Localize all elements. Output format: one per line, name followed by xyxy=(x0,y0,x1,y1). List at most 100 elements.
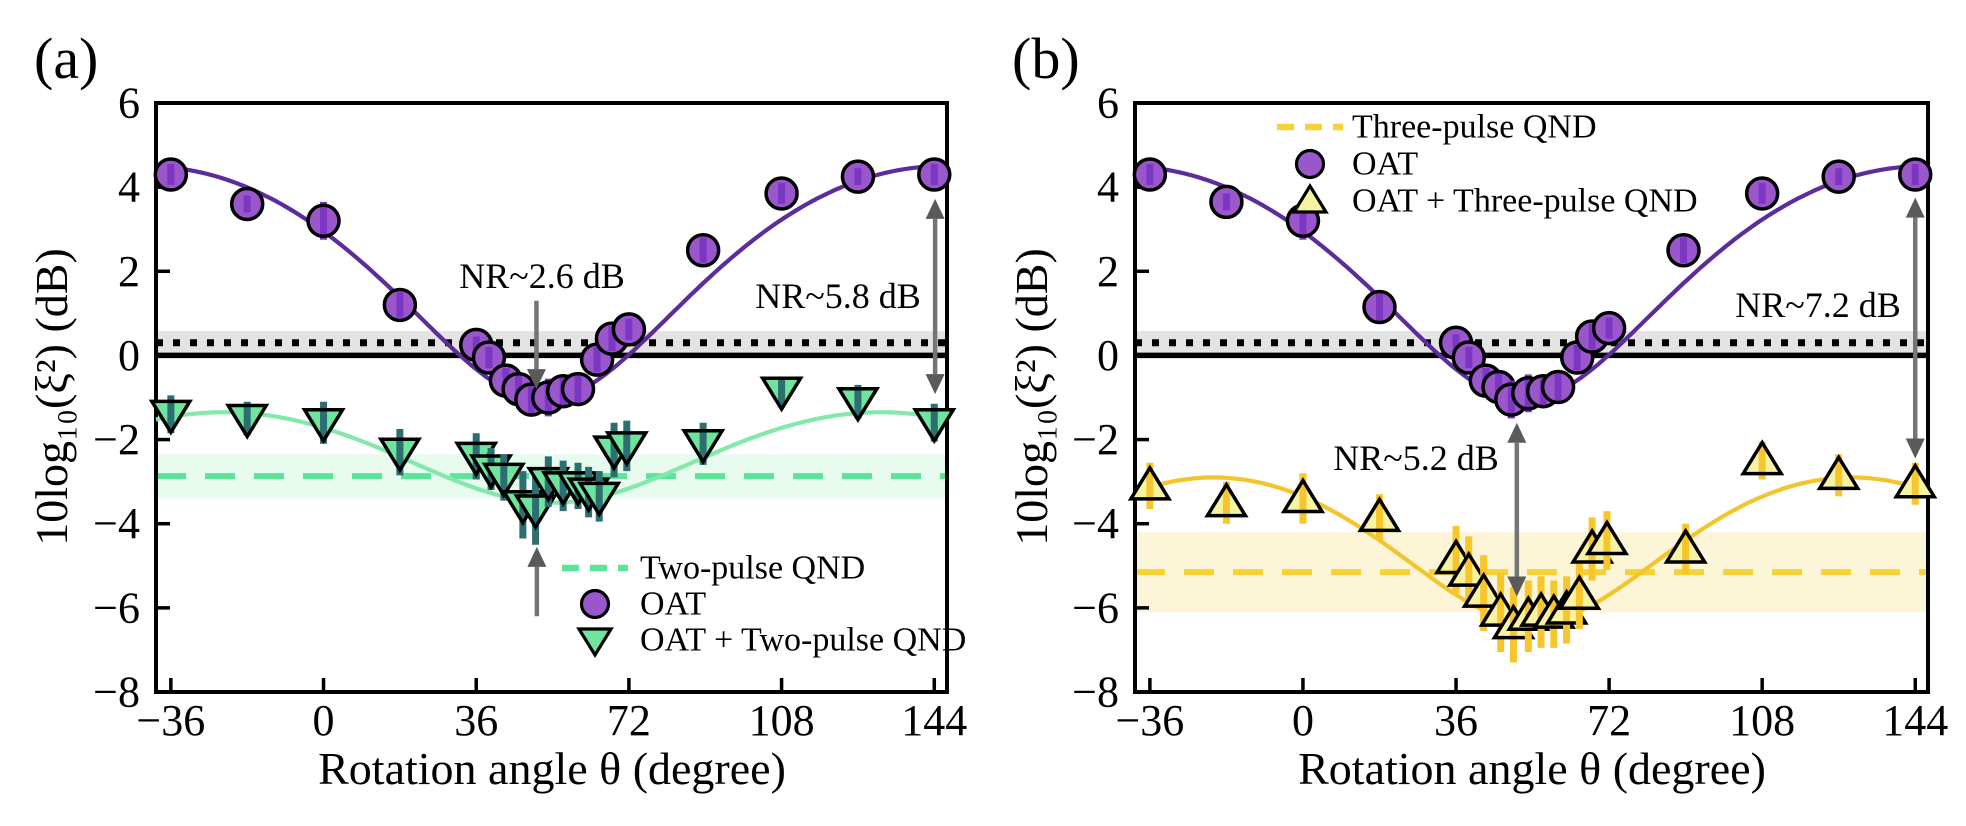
x-tick-label: −36 xyxy=(136,696,205,745)
marker-outline xyxy=(604,431,649,468)
legend-label: OAT xyxy=(1352,146,1418,183)
legend-label: OAT + Three-pulse QND xyxy=(1352,183,1698,220)
marker-outline xyxy=(1362,289,1397,325)
axes-frame xyxy=(1133,101,1930,694)
arrow-head xyxy=(1507,576,1527,597)
marker-outline xyxy=(377,437,422,474)
marker-outline xyxy=(225,403,270,440)
marker-outline xyxy=(513,494,558,531)
marker-outline xyxy=(560,371,596,407)
arrow-head xyxy=(527,546,547,567)
y-tick-label: 0 xyxy=(118,331,140,380)
marker-outline xyxy=(301,407,346,445)
y-tick-label: −4 xyxy=(1072,499,1119,548)
arrow-head xyxy=(1507,422,1527,443)
y-tick-label: −4 xyxy=(93,499,140,548)
legend-triangle-swatch xyxy=(576,627,614,659)
marker-outline xyxy=(1666,233,1701,268)
marker-outline xyxy=(1280,477,1326,514)
series-circle xyxy=(153,157,952,417)
legend-label: OAT xyxy=(640,586,706,623)
legend-circle-swatch xyxy=(1294,148,1326,180)
marker-outline xyxy=(1451,340,1487,375)
y-tick-label: −6 xyxy=(93,583,140,632)
legend-label: Three-pulse QND xyxy=(1352,109,1597,146)
marker-outline xyxy=(685,233,721,268)
x-tick-label: 72 xyxy=(1587,696,1631,745)
marker-outline xyxy=(1744,176,1780,211)
marker-outline xyxy=(153,157,189,192)
marker-outline xyxy=(471,340,507,375)
panel-a-xaxis-title: Rotation angle θ (degree) xyxy=(318,743,786,794)
marker-outline xyxy=(835,386,881,424)
marker-outline xyxy=(481,462,526,499)
annotation-nr-5-8: NR~5.8 dB xyxy=(755,276,921,316)
arrow-head xyxy=(925,198,945,219)
marker-outline xyxy=(1557,573,1602,610)
marker-outline xyxy=(1127,464,1173,501)
x-tick-label: 0 xyxy=(313,696,335,745)
marker-outline xyxy=(1821,159,1856,194)
y-tick-label: 4 xyxy=(118,163,140,212)
y-tick-label: −6 xyxy=(1072,583,1119,632)
panel-b-yaxis-title: 10log₁₀(ξ²) (dB) xyxy=(1006,248,1057,546)
y-tick-label: 0 xyxy=(1097,331,1119,380)
series-triangle-down xyxy=(148,376,957,545)
marker-outline xyxy=(1461,571,1506,608)
marker-outline xyxy=(1209,184,1244,220)
marker-outline xyxy=(1740,439,1785,476)
y-tick-label: 2 xyxy=(118,247,140,296)
marker-outline xyxy=(611,312,647,347)
legend-triangle-swatch xyxy=(1291,182,1329,214)
marker-outline xyxy=(681,429,726,466)
x-tick-label: −36 xyxy=(1115,696,1184,745)
y-tick-label: 6 xyxy=(118,79,140,128)
x-tick-label: 0 xyxy=(1292,696,1314,745)
marker-outline xyxy=(1591,310,1627,346)
y-tick-label: 6 xyxy=(1097,79,1119,128)
marker-outline xyxy=(306,203,341,239)
marker-outline xyxy=(1663,527,1708,564)
marker-outline xyxy=(1584,519,1630,556)
arrow-head xyxy=(1905,197,1925,218)
y-tick-label: 4 xyxy=(1097,163,1119,212)
marker-outline xyxy=(840,159,876,194)
panel-a-label: (a) xyxy=(34,26,99,91)
marker-outline xyxy=(764,176,799,211)
marker-outline xyxy=(1816,453,1861,491)
marker-outline xyxy=(759,376,804,413)
panel-b-xaxis-title: Rotation angle θ (degree) xyxy=(1298,743,1766,794)
marker-outline xyxy=(1897,157,1933,192)
marker-outline xyxy=(917,157,952,192)
annotation-nr-5-2: NR~5.2 dB xyxy=(1333,438,1499,478)
y-tick-label: −8 xyxy=(93,668,140,717)
arrow-head xyxy=(925,374,945,395)
x-tick-label: 108 xyxy=(749,696,815,745)
series-triangle-up xyxy=(1127,439,1938,663)
y-tick-label: 2 xyxy=(1097,247,1119,296)
marker-outline xyxy=(912,407,957,445)
marker-outline xyxy=(1893,462,1938,499)
legend-label: OAT + Two-pulse QND xyxy=(640,622,966,659)
marker-outline xyxy=(1446,550,1491,587)
marker-outline xyxy=(382,287,418,323)
annotation-nr-7-2: NR~7.2 dB xyxy=(1735,285,1901,325)
axes-frame xyxy=(154,101,949,694)
marker-outline xyxy=(1132,157,1168,192)
marker-outline xyxy=(148,399,193,436)
panel-b-label: (b) xyxy=(1012,26,1080,91)
marker-outline xyxy=(229,186,265,222)
y-tick-label: −8 xyxy=(1072,668,1119,717)
x-tick-label: 36 xyxy=(454,696,498,745)
x-tick-label: 36 xyxy=(1434,696,1478,745)
marker-outline xyxy=(1357,496,1402,533)
marker-outline xyxy=(1204,481,1249,518)
panel-a-yaxis-title: 10log₁₀(ξ²) (dB) xyxy=(26,248,77,546)
marker-outline xyxy=(1540,369,1576,405)
panel-b: −36 0 36 72 108 144 6 4 2 0 −2 −4 −6 −8 Three-pulse QN… xyxy=(1072,79,1948,746)
arrow-head xyxy=(1905,438,1925,459)
marker-outline xyxy=(577,481,622,518)
